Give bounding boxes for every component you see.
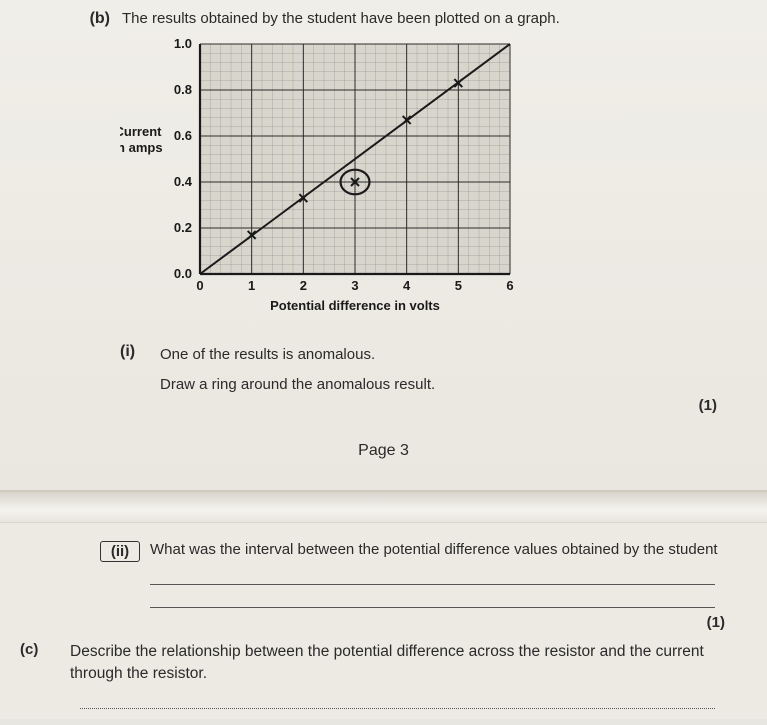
svg-text:2: 2 — [300, 278, 307, 293]
svg-text:0.2: 0.2 — [174, 220, 192, 235]
svg-text:in amps: in amps — [120, 140, 163, 155]
svg-text:4: 4 — [403, 278, 411, 293]
svg-text:0.0: 0.0 — [174, 266, 192, 281]
page-tear — [0, 490, 767, 523]
sub-i-line1: One of the results is anomalous. — [160, 343, 747, 367]
chart-container: 0 1 2 3 4 5 6 0.0 0.2 0.4 0.6 0.8 1.0 Potential diffe… — [120, 34, 747, 329]
svg-text:0: 0 — [196, 278, 203, 293]
svg-text:1: 1 — [248, 278, 255, 293]
results-chart: 0 1 2 3 4 5 6 0.0 0.2 0.4 0.6 0.8 1.0 Potential diffe… — [120, 34, 550, 324]
svg-text:6: 6 — [506, 278, 513, 293]
part-b-label: (b) — [20, 10, 110, 28]
svg-text:0.6: 0.6 — [174, 128, 192, 143]
part-c-text: Describe the relationship between the po… — [70, 641, 755, 684]
part-c-label: (c) — [20, 641, 60, 658]
sub-ii-text: What was the interval between the potent… — [150, 541, 755, 558]
svg-text:Potential difference in volts: Potential difference in volts — [270, 298, 440, 313]
sub-ii-label: (ii) — [100, 541, 140, 562]
part-b-stem: The results obtained by the student have… — [122, 10, 747, 27]
svg-text:0.4: 0.4 — [174, 174, 193, 189]
svg-text:3: 3 — [351, 278, 358, 293]
svg-text:1.0: 1.0 — [174, 36, 192, 51]
sub-ii-marks: (1) — [20, 614, 755, 631]
sub-i-marks: (1) — [20, 397, 747, 414]
answer-line-3 — [80, 708, 715, 709]
page-number: Page 3 — [20, 442, 747, 460]
answer-line-1 — [150, 584, 715, 585]
sub-i-line2: Draw a ring around the anomalous result. — [160, 373, 747, 397]
svg-text:Current: Current — [120, 124, 162, 139]
svg-text:5: 5 — [455, 278, 462, 293]
answer-line-2 — [150, 607, 715, 608]
sub-i-label: (i) — [120, 343, 150, 397]
svg-text:0.8: 0.8 — [174, 82, 192, 97]
